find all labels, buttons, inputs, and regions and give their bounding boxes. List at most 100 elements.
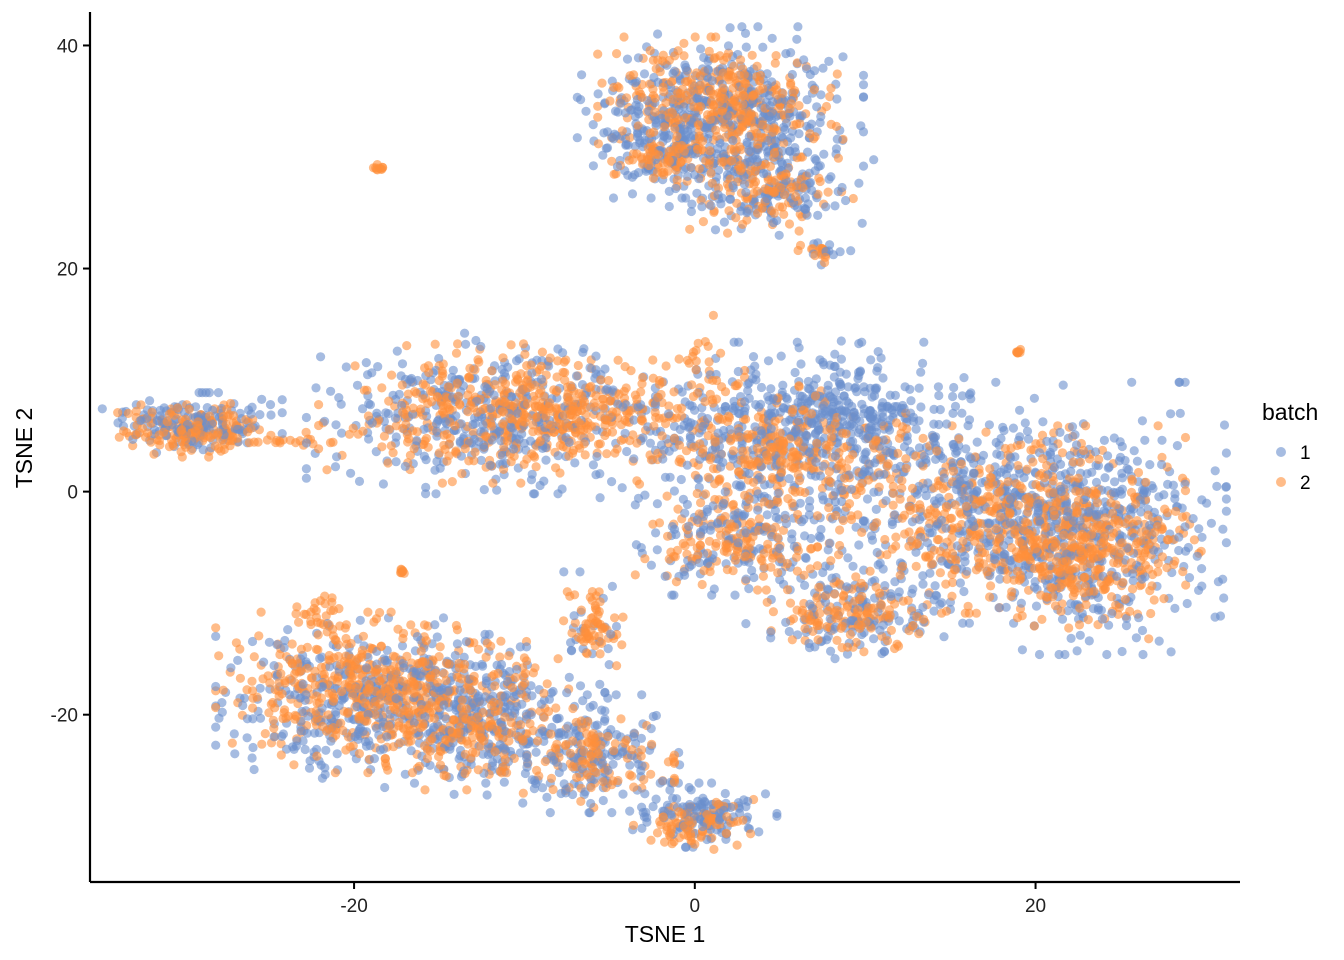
point-batch-2 — [779, 209, 789, 219]
point-batch-1 — [575, 567, 585, 577]
point-batch-1 — [949, 382, 959, 393]
point-batch-2 — [794, 226, 804, 236]
point-batch-1 — [800, 580, 810, 591]
point-batch-1 — [426, 375, 436, 385]
point-batch-2 — [451, 348, 462, 358]
point-batch-1 — [1194, 524, 1204, 534]
point-batch-2 — [607, 156, 617, 166]
point-batch-2 — [851, 637, 861, 648]
point-batch-2 — [883, 459, 893, 469]
point-batch-1 — [850, 383, 860, 393]
point-batch-1 — [380, 782, 390, 793]
point-batch-2 — [648, 373, 658, 383]
point-batch-1 — [354, 476, 365, 486]
point-batch-1 — [247, 402, 257, 412]
point-batch-1 — [983, 541, 993, 551]
point-batch-1 — [642, 817, 652, 827]
point-batch-1 — [1134, 613, 1144, 623]
point-batch-1 — [515, 642, 525, 652]
point-batch-1 — [1099, 435, 1109, 445]
point-batch-1 — [1132, 456, 1142, 466]
point-batch-1 — [692, 188, 702, 198]
point-batch-2 — [610, 613, 620, 623]
point-batch-2 — [628, 820, 639, 830]
point-batch-2 — [1181, 580, 1191, 590]
point-batch-1 — [771, 512, 781, 523]
point-batch-2 — [812, 438, 822, 448]
point-batch-2 — [249, 652, 259, 662]
point-batch-2 — [888, 481, 898, 492]
point-batch-1 — [400, 461, 410, 471]
point-batch-1 — [846, 246, 856, 256]
point-batch-1 — [890, 577, 900, 587]
point-batch-1 — [1128, 569, 1138, 579]
point-batch-2 — [495, 652, 505, 662]
point-batch-1 — [217, 707, 227, 717]
point-batch-2 — [856, 485, 866, 496]
point-batch-1 — [242, 733, 252, 743]
point-batch-1 — [637, 690, 647, 700]
point-batch-2 — [1107, 592, 1117, 602]
point-batch-1 — [916, 402, 926, 412]
point-batch-2 — [511, 370, 521, 381]
point-batch-1 — [279, 643, 289, 653]
point-batch-2 — [986, 581, 996, 591]
point-batch-1 — [500, 692, 510, 702]
point-batch-1 — [857, 218, 867, 228]
point-batch-1 — [607, 477, 617, 487]
point-batch-1 — [406, 746, 416, 756]
point-batch-1 — [434, 353, 444, 364]
point-batch-2 — [576, 605, 587, 615]
point-batch-2 — [663, 531, 673, 541]
point-batch-1 — [257, 394, 267, 404]
point-batch-1 — [496, 659, 507, 670]
point-batch-1 — [812, 102, 822, 112]
point-batch-2 — [611, 169, 621, 179]
point-batch-1 — [933, 382, 944, 392]
point-batch-1 — [629, 728, 639, 738]
point-batch-2 — [1127, 476, 1137, 486]
point-batch-2 — [690, 32, 700, 42]
point-batch-2 — [645, 46, 655, 56]
point-batch-2 — [333, 651, 344, 662]
point-batch-1 — [564, 672, 574, 683]
point-batch-1 — [854, 540, 864, 550]
point-batch-1 — [1088, 604, 1098, 614]
point-batch-2 — [1002, 574, 1012, 584]
point-batch-1 — [759, 168, 769, 179]
point-batch-2 — [700, 337, 710, 347]
point-batch-1 — [899, 442, 910, 452]
point-batch-1 — [326, 386, 336, 396]
point-batch-2 — [602, 449, 612, 459]
point-batch-1 — [867, 392, 877, 402]
point-batch-1 — [699, 52, 709, 63]
point-batch-2 — [358, 426, 368, 436]
point-batch-2 — [447, 477, 457, 487]
point-batch-1 — [1100, 473, 1110, 483]
point-batch-1 — [301, 473, 311, 483]
point-batch-1 — [705, 525, 716, 535]
point-batch-1 — [1166, 647, 1176, 657]
point-batch-1 — [450, 650, 460, 661]
point-batch-1 — [595, 493, 605, 503]
point-batch-1 — [890, 510, 900, 520]
point-batch-1 — [607, 808, 617, 818]
point-batch-2 — [822, 621, 832, 632]
point-batch-1 — [482, 790, 492, 800]
point-batch-1 — [804, 502, 815, 513]
point-batch-1 — [470, 419, 480, 429]
point-batch-2 — [646, 769, 656, 779]
point-batch-1 — [1145, 520, 1155, 530]
point-batch-1 — [512, 664, 522, 675]
point-batch-2 — [662, 491, 672, 501]
point-batch-2 — [963, 601, 973, 611]
point-batch-1 — [731, 480, 742, 490]
point-batch-1 — [800, 552, 811, 563]
point-batch-2 — [685, 224, 695, 234]
point-batch-1 — [651, 528, 661, 538]
point-batch-2 — [292, 602, 302, 612]
point-batch-1 — [1138, 649, 1148, 660]
point-batch-1 — [1038, 417, 1048, 427]
point-batch-1 — [1137, 574, 1147, 584]
point-batch-2 — [880, 534, 890, 545]
